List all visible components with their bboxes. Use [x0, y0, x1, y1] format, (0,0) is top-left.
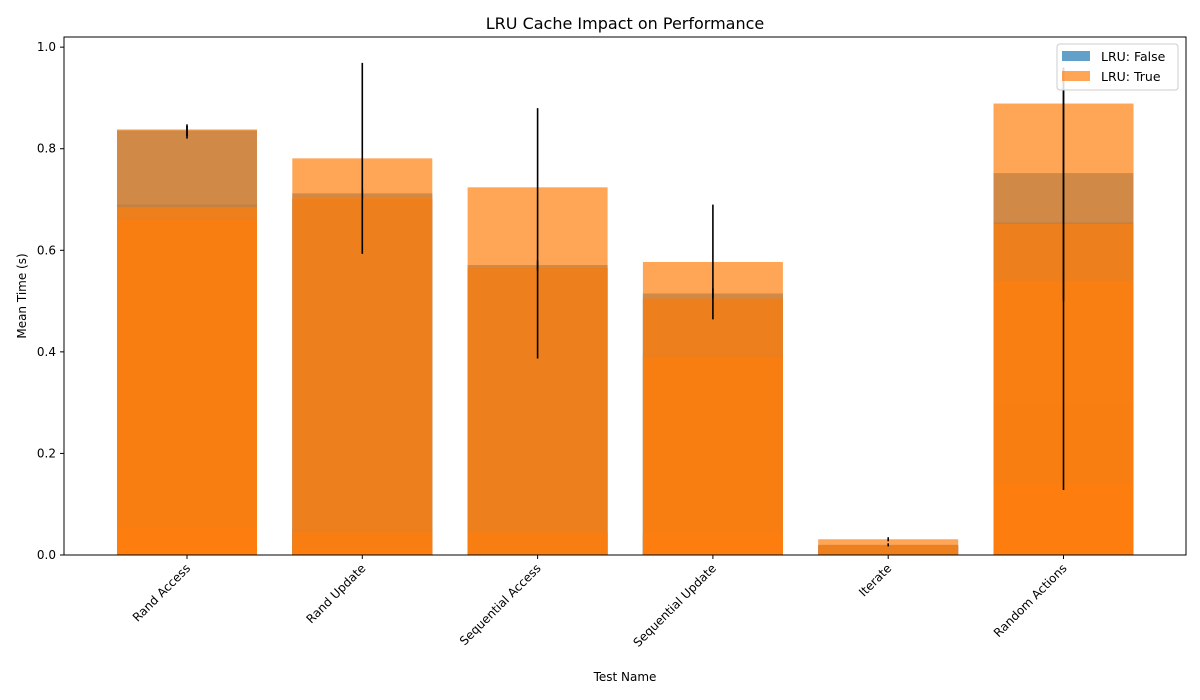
x-axis-label: Test Name — [593, 670, 657, 684]
bars-layer — [117, 103, 1134, 556]
legend-label-lru-false: LRU: False — [1101, 49, 1166, 64]
bar-lru-true-sequential-update-2 — [642, 356, 783, 555]
bar-lru-true-random-actions-3 — [993, 483, 1134, 555]
y-tick-label: 0.2 — [37, 446, 56, 460]
y-tick-label: 0.8 — [37, 142, 56, 156]
y-tick-label: 0.0 — [37, 548, 56, 562]
chart-title: LRU Cache Impact on Performance — [486, 14, 765, 33]
y-tick-label: 1.0 — [37, 40, 56, 54]
bar-lru-true-rand-access-2 — [117, 219, 257, 555]
bar-lru-true-rand-access-4 — [117, 548, 257, 555]
x-axis: Rand Access Rand Update Sequential Access S… — [130, 555, 1070, 650]
bar-lru-true-rand-update-3 — [292, 548, 433, 555]
bar-lru-true-sequential-update-3 — [642, 534, 783, 555]
x-tick-label-rand-update: Rand Update — [303, 561, 368, 626]
legend: LRU: False LRU: True — [1056, 43, 1179, 91]
legend-swatch-lru-false — [1062, 51, 1090, 61]
y-axis: 0.0 0.2 0.4 0.6 0.8 1.0 — [37, 40, 64, 562]
x-tick-label-sequential-update: Sequential Update — [630, 561, 719, 650]
y-tick-label: 0.4 — [37, 345, 56, 359]
bar-lru-true-sequential-access-2 — [467, 532, 608, 555]
x-tick-label-random-actions: Random Actions — [991, 561, 1070, 640]
bar-lru-true-rand-update-1 — [292, 196, 433, 555]
y-axis-label: Mean Time (s) — [15, 253, 29, 338]
legend-swatch-lru-true — [1062, 71, 1090, 81]
y-tick-label: 0.6 — [37, 243, 56, 257]
x-tick-label-rand-access: Rand Access — [130, 561, 193, 624]
x-tick-label-iterate: Iterate — [856, 561, 894, 599]
bar-lru-true-iterate-1 — [818, 545, 959, 555]
legend-label-lru-true: LRU: True — [1101, 69, 1161, 84]
x-tick-label-sequential-access: Sequential Access — [457, 561, 544, 648]
plot-frame — [63, 36, 1187, 556]
error-bars-layer — [186, 62, 1065, 547]
